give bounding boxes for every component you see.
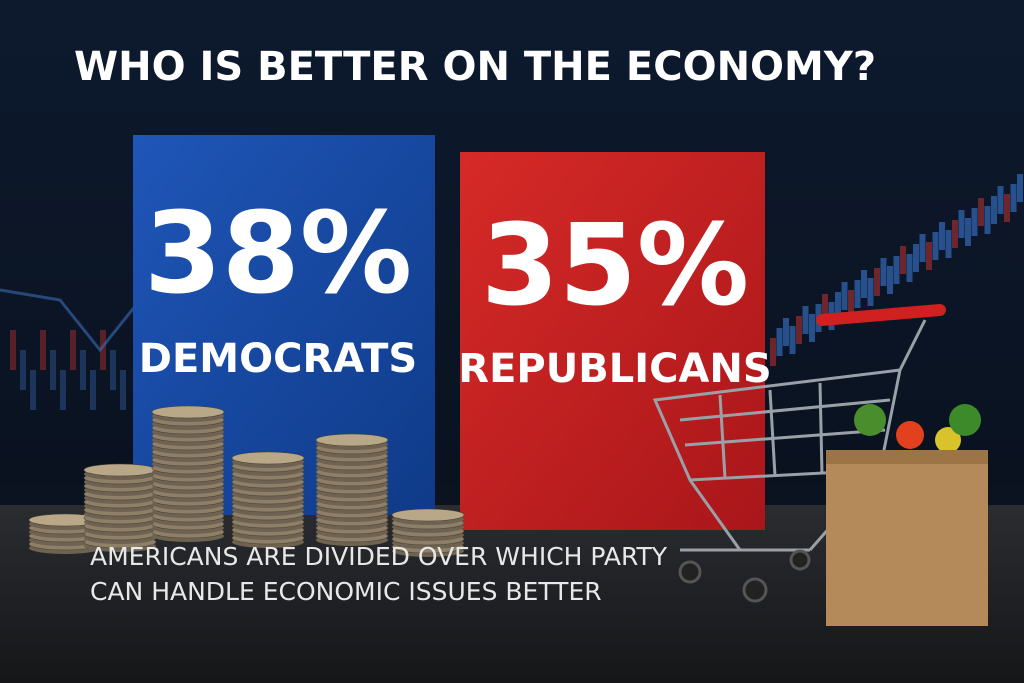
candle bbox=[1004, 194, 1010, 222]
candle bbox=[802, 306, 809, 334]
candle bbox=[900, 246, 906, 274]
candle bbox=[796, 316, 802, 344]
candle bbox=[939, 222, 945, 250]
coin bbox=[83, 463, 157, 477]
candle bbox=[893, 256, 900, 284]
coin-stacks bbox=[28, 405, 465, 557]
candle bbox=[913, 244, 919, 272]
candle bbox=[70, 330, 76, 370]
candle bbox=[789, 326, 796, 354]
candle bbox=[50, 350, 56, 390]
coin bbox=[391, 508, 465, 522]
candle bbox=[945, 230, 952, 258]
panel-label: DEMOCRATS bbox=[139, 336, 417, 382]
candle bbox=[997, 186, 1004, 214]
caption-line: AMERICANS ARE DIVIDED OVER WHICH PARTY bbox=[90, 542, 668, 571]
candle bbox=[20, 350, 26, 390]
panel-value: 35% bbox=[481, 201, 749, 331]
candle bbox=[854, 280, 861, 308]
candle bbox=[919, 234, 926, 262]
candle bbox=[809, 314, 815, 342]
panel-value: 38% bbox=[144, 189, 412, 319]
candle bbox=[861, 270, 867, 298]
shopping-cart bbox=[652, 304, 946, 603]
candle bbox=[978, 198, 984, 226]
candle bbox=[120, 370, 126, 410]
candle bbox=[30, 370, 36, 410]
candle bbox=[926, 242, 932, 270]
candle bbox=[783, 318, 789, 346]
republicans-panel bbox=[460, 152, 765, 530]
candle bbox=[822, 294, 828, 322]
candle bbox=[867, 278, 874, 306]
candle bbox=[991, 196, 997, 224]
coin bbox=[315, 433, 389, 447]
candle bbox=[841, 282, 848, 310]
grocery-bag bbox=[826, 404, 988, 626]
candle bbox=[952, 220, 958, 248]
candle bbox=[60, 370, 66, 410]
candle bbox=[984, 206, 991, 234]
candle bbox=[1010, 184, 1017, 212]
candle bbox=[1017, 174, 1023, 202]
candle bbox=[835, 292, 841, 320]
candle bbox=[887, 266, 893, 294]
panel-label: REPUBLICANS bbox=[458, 346, 771, 392]
title: WHO IS BETTER ON THE ECONOMY? bbox=[74, 44, 876, 90]
candle bbox=[100, 330, 106, 370]
candle bbox=[776, 328, 783, 356]
candle bbox=[958, 210, 965, 238]
candle bbox=[971, 208, 978, 236]
coin bbox=[231, 451, 305, 465]
candle bbox=[110, 350, 116, 390]
candle bbox=[932, 232, 939, 260]
candle bbox=[880, 258, 887, 286]
candle bbox=[770, 338, 776, 366]
coin bbox=[151, 405, 225, 419]
market-background bbox=[10, 174, 1023, 410]
candle bbox=[906, 254, 913, 282]
candle bbox=[40, 330, 46, 370]
candle bbox=[848, 290, 854, 318]
candle bbox=[874, 268, 880, 296]
candle bbox=[965, 218, 971, 246]
candle bbox=[90, 370, 96, 410]
candle bbox=[80, 350, 86, 390]
candle bbox=[10, 330, 16, 370]
caption-line: CAN HANDLE ECONOMIC ISSUES BETTER bbox=[90, 577, 602, 606]
